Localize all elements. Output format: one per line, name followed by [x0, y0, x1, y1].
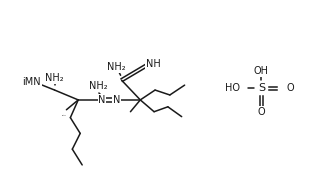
- Text: methyl: methyl: [62, 115, 67, 116]
- Text: iMN: iMN: [23, 77, 41, 87]
- Text: OH: OH: [254, 66, 269, 76]
- Text: N: N: [113, 95, 120, 105]
- Text: O: O: [286, 83, 294, 93]
- Text: O: O: [258, 107, 265, 117]
- Text: NH₂: NH₂: [107, 62, 126, 72]
- Text: HO: HO: [225, 83, 240, 93]
- Text: NH₂: NH₂: [89, 81, 107, 91]
- Text: N: N: [98, 95, 106, 105]
- Text: NH₂: NH₂: [45, 73, 64, 83]
- Text: NH: NH: [146, 59, 160, 69]
- Text: S: S: [258, 83, 265, 93]
